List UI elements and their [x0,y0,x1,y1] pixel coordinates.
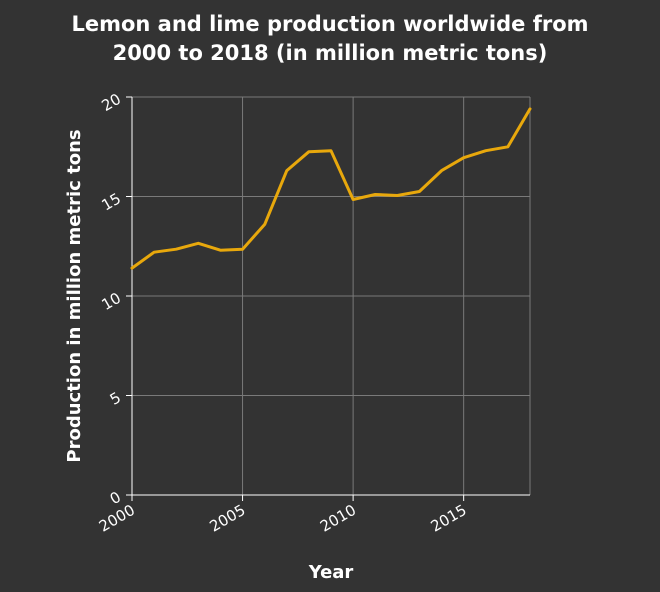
y-axis-label: Production in million metric tons [64,129,85,462]
x-axis-label: Year [308,562,354,583]
y-tick-label: 20 [98,90,124,115]
axes [126,96,530,501]
y-tick-label: 5 [107,388,124,408]
x-tick-label: 2015 [428,501,470,536]
y-tick-label: 10 [98,289,124,314]
y-tick-label: 15 [98,189,124,214]
chart-title-line-1: Lemon and lime production worldwide from [71,12,588,36]
data-series [130,107,532,270]
x-tick-label: 2010 [317,501,359,536]
chart-title-line-2: 2000 to 2018 (in million metric tons) [113,41,548,65]
series-line [130,107,532,270]
x-tick-label: 2005 [206,501,248,536]
